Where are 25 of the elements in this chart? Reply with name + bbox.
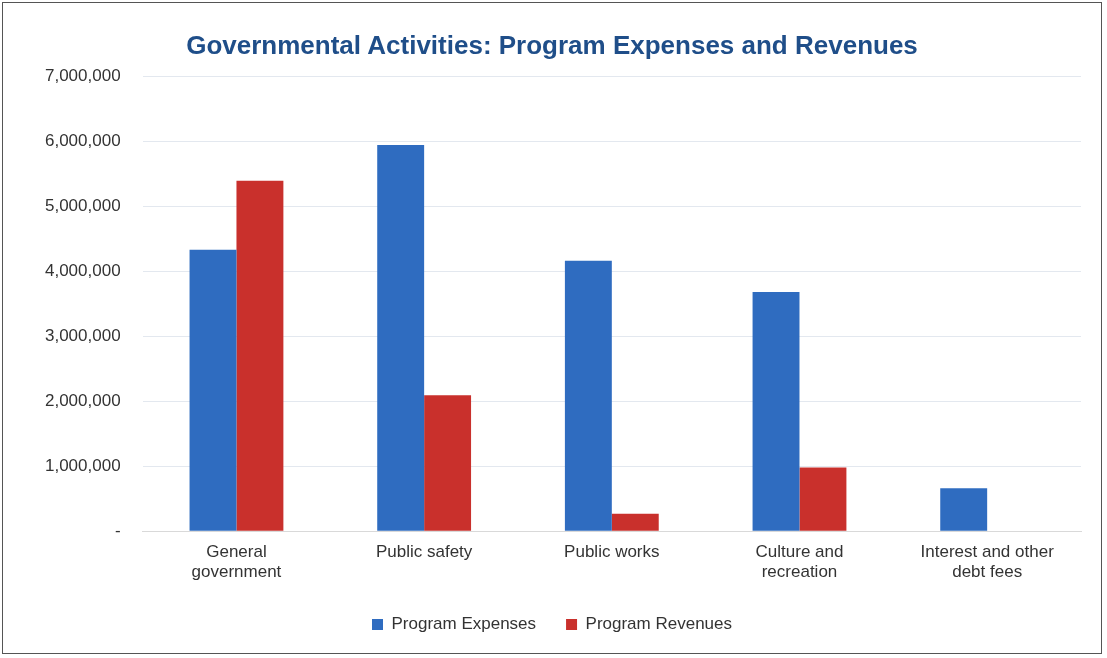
bar: [564, 260, 612, 531]
y-tick-label: 2,000,000: [44, 390, 121, 410]
x-tick-label: Culture and recreation: [755, 542, 844, 582]
bar: [236, 180, 284, 531]
y-tick-label: -: [114, 520, 121, 540]
bar: [189, 249, 237, 531]
x-tick-label: General government: [191, 542, 282, 582]
y-tick-label: 3,000,000: [44, 325, 121, 345]
x-tick-label: Public safety: [375, 542, 473, 562]
y-tick-label: 7,000,000: [44, 65, 121, 85]
chart-title: Governmental Activities: Program Expenses and Revenues: [186, 29, 918, 60]
bar: [377, 145, 425, 531]
y-tick-label: 5,000,000: [44, 195, 121, 215]
x-tick-label: Public works: [564, 542, 660, 562]
y-tick-label: 4,000,000: [44, 260, 121, 280]
x-tick-label: Interest and other debt fees: [920, 542, 1055, 582]
bar: [940, 488, 988, 531]
bar: [799, 467, 847, 531]
bar: [611, 513, 659, 531]
y-tick-label: 6,000,000: [44, 130, 121, 150]
bar: [752, 292, 800, 531]
legend-label: Program Revenues: [585, 614, 733, 634]
y-tick-label: 1,000,000: [44, 455, 121, 475]
bar: [424, 395, 472, 531]
legend-label: Program Expenses: [391, 614, 537, 634]
